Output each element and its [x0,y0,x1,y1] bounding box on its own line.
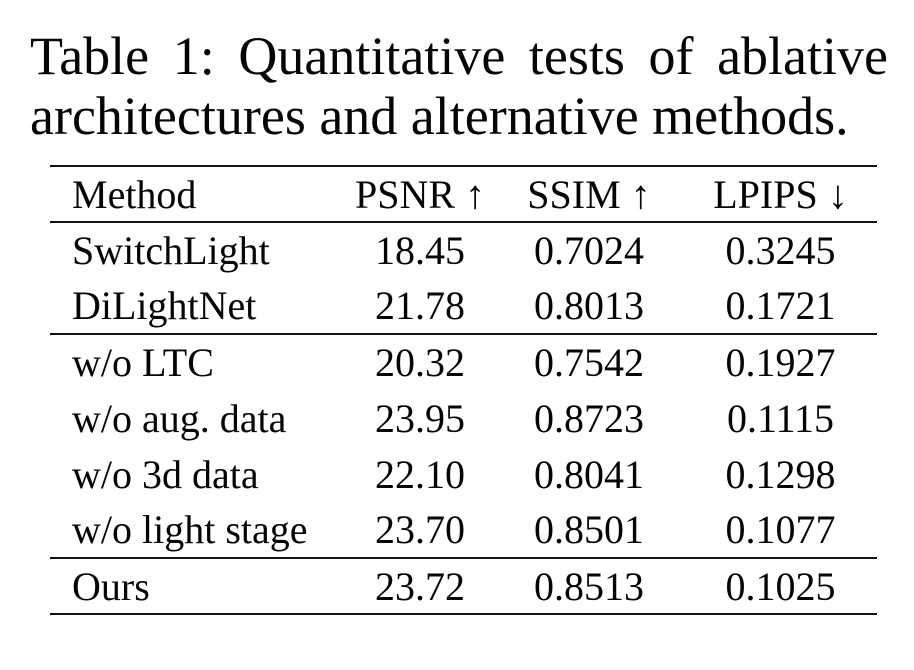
psnr-cell: 23.70 [375,507,465,552]
table-row-wo-light-stage: w/o light stage 23.70 0.8501 0.1077 [50,502,877,558]
psnr-cell: 22.10 [375,451,465,497]
lpips-cell: 0.1298 [725,451,836,497]
ssim-cell: 0.7024 [534,228,644,273]
table-row-dilightnet: DiLightNet 21.78 0.8013 0.1721 [50,278,877,334]
table-row-wo-3d-data: w/o 3d data 22.10 0.8041 0.1298 [50,446,877,502]
lpips-cell: 0.1927 [725,340,836,385]
caption-line-2: architectures and alternative methods. [30,86,849,146]
lpips-cell: 0.1077 [725,507,836,552]
table-row-ours: Ours 23.72 0.8513 0.1025 [50,558,877,614]
method-cell: SwitchLight [72,228,270,273]
psnr-cell: 23.95 [375,395,465,441]
ssim-cell: 0.8513 [534,563,644,609]
header-row: Method PSNR ↑ SSIM ↑ LPIPS ↓ [50,166,877,222]
col-header-lpips: LPIPS ↓ [713,171,848,217]
lpips-cell: 0.3245 [725,228,836,273]
method-cell: Ours [72,563,150,609]
table-row-wo-aug-data: w/o aug. data 23.95 0.8723 0.1115 [50,390,877,446]
results-table-wrapper: Method PSNR ↑ SSIM ↑ LPIPS ↓ SwitchLight… [50,165,877,615]
table-row-switchlight: SwitchLight 18.45 0.7024 0.3245 [50,222,877,278]
results-table: Method PSNR ↑ SSIM ↑ LPIPS ↓ SwitchLight… [50,165,877,615]
col-header-psnr: PSNR ↑ [354,171,486,217]
psnr-cell: 23.72 [375,563,465,609]
ssim-cell: 0.8723 [534,395,644,441]
ssim-cell: 0.8501 [534,507,644,552]
lpips-cell: 0.1115 [726,395,835,441]
method-cell: w/o light stage [72,507,308,552]
caption-line-1: Table 1: Quantitative tests of ablative [30,26,888,86]
psnr-cell: 20.32 [375,340,465,385]
table-caption: Table 1: Quantitative tests of ablative … [30,26,888,146]
table-row-wo-ltc: w/o LTC 20.32 0.7542 0.1927 [50,334,877,390]
col-header-method: Method [72,171,197,217]
method-cell: w/o aug. data [72,395,287,441]
psnr-cell: 21.78 [375,283,465,328]
ssim-cell: 0.8041 [534,451,644,497]
method-cell: DiLightNet [72,283,257,328]
method-cell: w/o LTC [72,340,214,385]
method-cell: w/o 3d data [72,451,259,497]
ssim-cell: 0.8013 [534,283,644,328]
col-header-ssim: SSIM ↑ [527,171,651,217]
lpips-cell: 0.1025 [725,563,836,609]
ssim-cell: 0.7542 [534,340,644,385]
lpips-cell: 0.1721 [725,283,836,328]
psnr-cell: 18.45 [375,228,465,273]
